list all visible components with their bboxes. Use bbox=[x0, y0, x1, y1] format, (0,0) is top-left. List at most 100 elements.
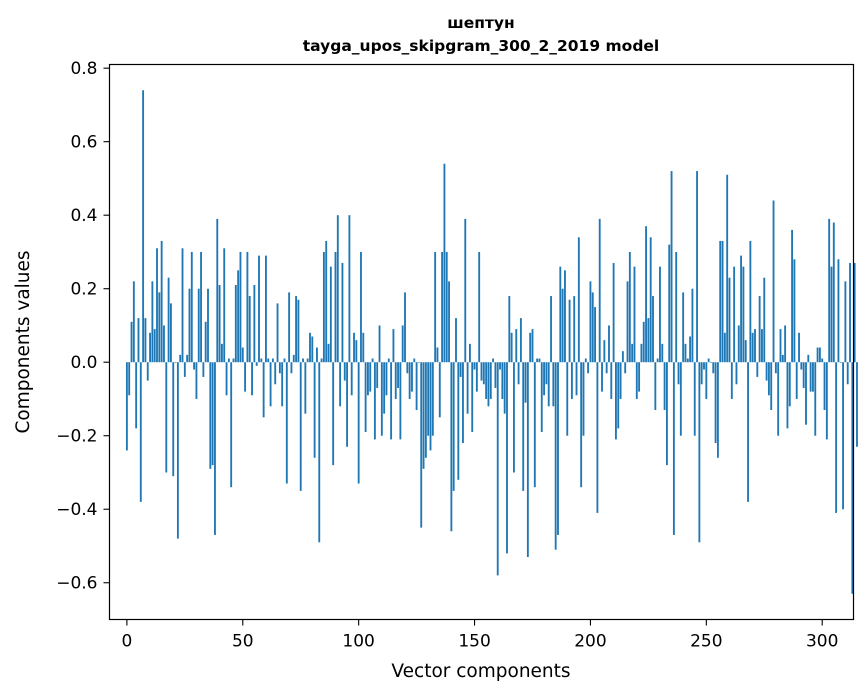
bar-126 bbox=[417, 362, 420, 363]
bar-112 bbox=[385, 362, 388, 396]
bar-268 bbox=[747, 362, 749, 502]
y-axis: −0.6 −0.4 −0.2 0.0 0.2 0.4 0.6 0.8 bbox=[56, 59, 110, 594]
bar-65 bbox=[276, 303, 279, 363]
bar-73 bbox=[295, 296, 298, 363]
bar-272 bbox=[756, 362, 759, 377]
bar-258 bbox=[723, 332, 726, 363]
bar-114 bbox=[390, 362, 393, 440]
bar-222 bbox=[640, 343, 643, 363]
bar-141 bbox=[452, 362, 455, 491]
bar-66 bbox=[278, 362, 281, 374]
bar-93 bbox=[341, 262, 344, 363]
bar-184 bbox=[552, 362, 555, 407]
bar-234 bbox=[668, 244, 671, 363]
bar-165 bbox=[508, 296, 511, 363]
bar-158 bbox=[492, 358, 495, 363]
bar-277 bbox=[767, 362, 770, 396]
bar-215 bbox=[624, 362, 627, 374]
bar-302 bbox=[825, 362, 828, 440]
plot-frame bbox=[108, 63, 855, 621]
bar-269 bbox=[749, 240, 752, 363]
bar-229 bbox=[656, 358, 659, 363]
bar-154 bbox=[482, 362, 485, 385]
bar-85 bbox=[322, 251, 325, 363]
bar-25 bbox=[183, 362, 186, 377]
bar-309 bbox=[842, 362, 844, 510]
bar-291 bbox=[800, 362, 803, 370]
bar-106 bbox=[371, 358, 374, 363]
bar-55 bbox=[253, 285, 256, 363]
bar-259 bbox=[726, 174, 729, 363]
bar-310 bbox=[844, 281, 847, 363]
y-tick-label: 0.4 bbox=[70, 206, 97, 226]
bar-175 bbox=[531, 329, 534, 363]
bar-303 bbox=[828, 218, 831, 363]
bar-281 bbox=[777, 362, 780, 436]
bar-16 bbox=[163, 325, 165, 363]
bar-26 bbox=[186, 354, 189, 363]
bar-266 bbox=[742, 266, 745, 363]
bar-13 bbox=[156, 248, 158, 363]
bar-121 bbox=[406, 362, 409, 374]
bar-39 bbox=[216, 218, 219, 363]
bar-139 bbox=[448, 281, 450, 363]
bar-99 bbox=[355, 340, 358, 363]
bar-11 bbox=[151, 281, 154, 363]
bar-290 bbox=[798, 332, 800, 363]
bar-19 bbox=[169, 303, 172, 363]
bar-168 bbox=[515, 329, 518, 363]
bar-314 bbox=[853, 262, 856, 363]
bar-77 bbox=[304, 362, 307, 414]
bar-84 bbox=[320, 358, 323, 363]
bar-152 bbox=[478, 251, 481, 363]
bar-176 bbox=[533, 362, 536, 488]
bar-274 bbox=[761, 329, 763, 363]
bar-263 bbox=[735, 362, 738, 385]
bar-63 bbox=[271, 358, 274, 363]
bar-173 bbox=[526, 362, 529, 558]
chart-subtitle: tayga_upos_skipgram_300_2_2019 model bbox=[303, 37, 660, 55]
bar-124 bbox=[413, 358, 416, 363]
bar-289 bbox=[795, 362, 798, 399]
bar-40 bbox=[218, 285, 221, 363]
chart-title: шептун bbox=[447, 14, 514, 32]
bar-122 bbox=[408, 362, 411, 399]
bar-80 bbox=[311, 336, 314, 363]
x-axis: 0 50 100 150 200 250 300 bbox=[121, 619, 838, 652]
bar-140 bbox=[450, 362, 453, 532]
bar-95 bbox=[346, 362, 348, 447]
bar-159 bbox=[494, 362, 497, 388]
bar-149 bbox=[471, 362, 474, 433]
bar-213 bbox=[619, 362, 622, 399]
bar-194 bbox=[575, 362, 578, 396]
bar-52 bbox=[246, 251, 249, 363]
bar-256 bbox=[719, 240, 722, 363]
bar-183 bbox=[550, 296, 552, 363]
bar-228 bbox=[654, 362, 657, 410]
bar-146 bbox=[464, 218, 467, 363]
bar-217 bbox=[628, 251, 631, 363]
bar-22 bbox=[176, 362, 179, 539]
bar-242 bbox=[686, 358, 689, 363]
bar-244 bbox=[691, 288, 694, 363]
bar-41 bbox=[220, 343, 223, 363]
y-tick-label: 0.2 bbox=[70, 280, 97, 300]
bar-208 bbox=[608, 325, 610, 363]
bar-0 bbox=[125, 362, 128, 451]
bar-9 bbox=[146, 362, 149, 381]
bar-249 bbox=[703, 362, 705, 370]
bar-195 bbox=[577, 237, 580, 363]
bar-96 bbox=[348, 215, 351, 363]
bar-296 bbox=[812, 362, 814, 392]
bar-50 bbox=[241, 347, 244, 363]
bar-56 bbox=[255, 362, 258, 366]
bar-109 bbox=[378, 325, 381, 363]
bar-252 bbox=[710, 362, 712, 363]
bar-200 bbox=[589, 281, 592, 363]
bar-75 bbox=[299, 362, 302, 491]
bar-118 bbox=[399, 362, 402, 440]
bar-61 bbox=[267, 358, 270, 363]
bar-18 bbox=[167, 277, 170, 363]
bar-199 bbox=[587, 362, 590, 374]
